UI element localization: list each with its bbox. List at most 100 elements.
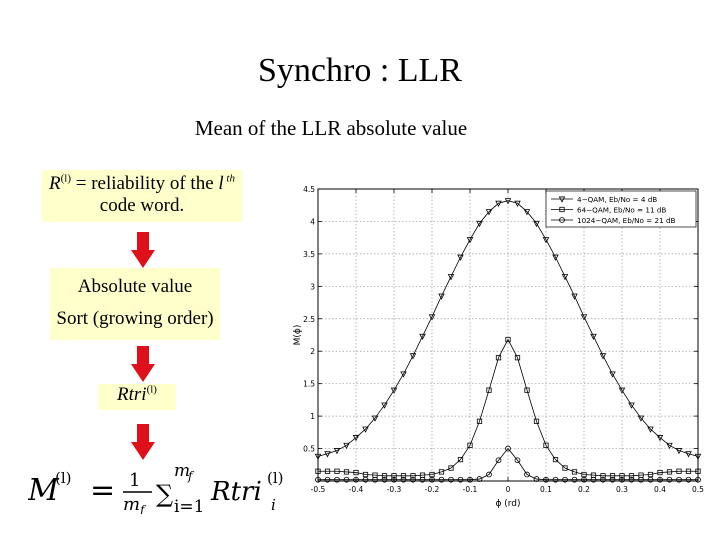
circle-marker xyxy=(448,476,454,483)
circle-marker xyxy=(600,476,606,483)
square-marker xyxy=(391,473,397,479)
square-marker xyxy=(657,469,663,476)
circle-marker xyxy=(562,476,568,483)
circle-marker xyxy=(543,476,549,483)
square-marker xyxy=(448,465,454,471)
square-marker xyxy=(505,336,511,343)
circle-marker xyxy=(628,476,635,483)
circle-marker xyxy=(362,476,369,483)
triangle-marker xyxy=(533,220,540,228)
square-marker xyxy=(353,469,359,476)
square-marker xyxy=(628,473,635,479)
series-triangle-down xyxy=(314,198,702,461)
legend-box xyxy=(545,190,697,228)
square-marker xyxy=(467,442,473,448)
square-marker xyxy=(571,469,578,475)
triangle-marker xyxy=(343,442,350,450)
circle-marker xyxy=(571,476,578,483)
triangle-marker xyxy=(590,333,597,341)
circle-marker xyxy=(505,445,511,452)
triangle-marker xyxy=(476,220,483,228)
square-marker xyxy=(514,355,521,361)
slide-subtitle: Mean of the LLR absolute value xyxy=(194,116,468,140)
series-square xyxy=(315,336,701,479)
square-marker xyxy=(343,469,350,475)
down-arrow-icon xyxy=(131,346,155,382)
circle-marker xyxy=(638,476,644,483)
formula-term-sup: (l) xyxy=(267,469,284,487)
series-line xyxy=(318,447,698,481)
circle-marker xyxy=(590,476,597,483)
circle-marker xyxy=(372,476,378,483)
y-tick-label: 3.5 xyxy=(303,250,315,259)
triangle-marker xyxy=(656,435,664,442)
formula-frac-den-sub: f xyxy=(139,503,147,514)
y-tick-label: 4 xyxy=(310,217,315,226)
r-superscript: (l) xyxy=(60,172,72,185)
circle-marker xyxy=(343,476,350,483)
x-tick-label: 0.5 xyxy=(692,485,704,494)
y-tick-label: 3 xyxy=(310,282,315,291)
triangle-marker xyxy=(558,196,566,203)
r-symbol: R xyxy=(49,173,61,194)
down-arrow-icon xyxy=(131,232,155,268)
rtri-symbol: Rtri xyxy=(117,384,147,405)
llr-mean-chart: -0.5 -0.4 -0.3 -0.2 -0.1 0 0.1 0.2 0.3 0.4 0.5 0.5 1… xyxy=(288,175,716,515)
circle-marker xyxy=(410,476,416,483)
triangle-marker xyxy=(694,453,702,461)
triangle-marker xyxy=(466,237,474,244)
formula-term-sub: i xyxy=(271,496,276,514)
triangle-marker xyxy=(523,209,531,216)
x-tick-label: 0 xyxy=(506,485,511,494)
triangle-marker xyxy=(485,209,493,216)
triangle-marker xyxy=(618,387,626,394)
series-line xyxy=(317,200,699,457)
y-tick-label: 2 xyxy=(310,347,315,356)
square-marker xyxy=(533,418,540,424)
triangle-marker xyxy=(495,200,502,207)
sum-sign: ∑ xyxy=(156,480,173,508)
square-marker xyxy=(609,473,616,479)
absolute-value-step: Absolute value xyxy=(77,276,193,297)
square-marker xyxy=(315,468,321,474)
triangle-marker xyxy=(552,254,559,261)
square-marker xyxy=(559,206,565,213)
triangle-marker xyxy=(599,353,607,360)
formula-sum-sup-sub: f xyxy=(187,469,195,483)
triangle-marker xyxy=(561,274,569,281)
triangle-marker xyxy=(447,274,455,281)
square-marker xyxy=(486,387,492,393)
circle-marker xyxy=(400,476,407,483)
formula-frac-num: 1 xyxy=(129,470,140,491)
circle-marker xyxy=(524,471,530,478)
square-marker xyxy=(581,471,587,478)
square-marker xyxy=(619,473,625,479)
legend-entry: 64−QAM, Eb/No = 11 dB xyxy=(577,205,666,214)
circle-marker xyxy=(353,476,359,483)
circle-marker xyxy=(552,476,559,483)
x-tick-label: -0.2 xyxy=(425,485,440,494)
triangle-marker xyxy=(571,293,578,300)
square-marker xyxy=(600,473,606,479)
y-axis-label: M(ϕ) xyxy=(293,325,303,346)
chart-background xyxy=(288,175,716,515)
square-marker xyxy=(324,468,331,474)
l-symbol: l xyxy=(218,173,224,194)
square-marker xyxy=(676,468,682,474)
down-arrow-icon xyxy=(131,424,155,460)
triangle-marker xyxy=(685,451,692,458)
triangle-marker xyxy=(371,415,379,422)
triangle-marker xyxy=(428,314,436,321)
square-marker xyxy=(381,473,388,479)
circle-marker xyxy=(581,476,587,483)
circle-marker xyxy=(685,476,692,483)
circle-marker xyxy=(647,476,654,483)
square-marker xyxy=(647,471,654,478)
circle-marker xyxy=(666,476,673,483)
square-marker xyxy=(552,456,559,463)
x-axis-label: ϕ (rd) xyxy=(495,499,520,509)
x-tick-label: -0.3 xyxy=(387,485,402,494)
x-tick-label: 0.2 xyxy=(578,485,590,494)
triangle-marker xyxy=(362,426,369,433)
